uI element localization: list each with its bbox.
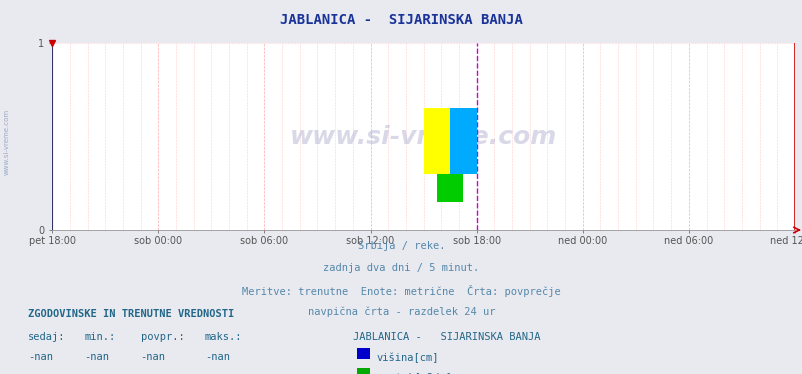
- Text: pretok[m3/s]: pretok[m3/s]: [376, 373, 451, 374]
- Text: -nan: -nan: [140, 352, 165, 362]
- Text: sedaj:: sedaj:: [28, 332, 66, 342]
- Text: JABLANICA -  SIJARINSKA BANJA: JABLANICA - SIJARINSKA BANJA: [280, 13, 522, 27]
- Bar: [450, 108, 476, 174]
- Bar: [423, 108, 450, 174]
- Text: -nan: -nan: [205, 373, 229, 374]
- Text: zadnja dva dni / 5 minut.: zadnja dva dni / 5 minut.: [323, 263, 479, 273]
- Text: www.si-vreme.com: www.si-vreme.com: [3, 109, 10, 175]
- Bar: [436, 174, 463, 202]
- Text: min.:: min.:: [84, 332, 115, 342]
- Text: navpična črta - razdelek 24 ur: navpična črta - razdelek 24 ur: [307, 306, 495, 317]
- Text: višina[cm]: višina[cm]: [376, 352, 439, 363]
- Text: -nan: -nan: [140, 373, 165, 374]
- Text: -nan: -nan: [28, 373, 53, 374]
- Text: povpr.:: povpr.:: [140, 332, 184, 342]
- Text: Meritve: trenutne  Enote: metrične  Črta: povprečje: Meritve: trenutne Enote: metrične Črta: …: [242, 285, 560, 297]
- Text: -nan: -nan: [84, 352, 109, 362]
- Text: -nan: -nan: [84, 373, 109, 374]
- Text: www.si-vreme.com: www.si-vreme.com: [290, 125, 557, 148]
- Text: -nan: -nan: [205, 352, 229, 362]
- Text: -nan: -nan: [28, 352, 53, 362]
- Text: Srbija / reke.: Srbija / reke.: [358, 241, 444, 251]
- Text: JABLANICA -   SIJARINSKA BANJA: JABLANICA - SIJARINSKA BANJA: [353, 332, 540, 342]
- Text: ZGODOVINSKE IN TRENUTNE VREDNOSTI: ZGODOVINSKE IN TRENUTNE VREDNOSTI: [28, 309, 234, 319]
- Text: maks.:: maks.:: [205, 332, 242, 342]
